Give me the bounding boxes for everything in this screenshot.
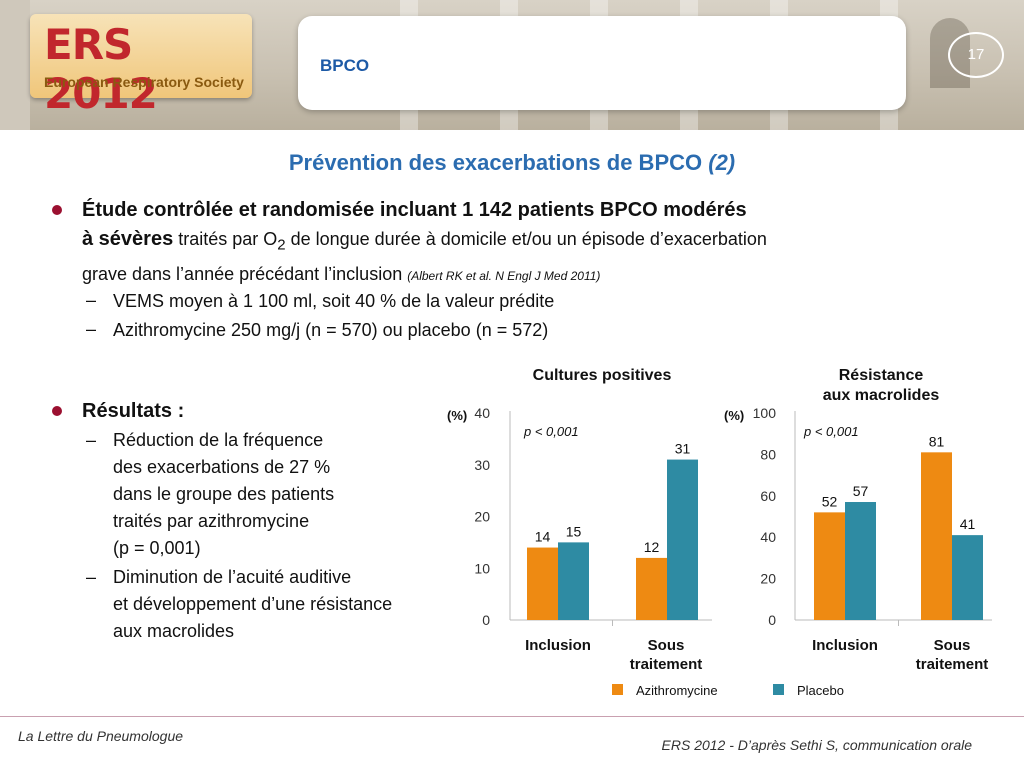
x-category-label: Sous	[934, 637, 971, 654]
banner-statue-image	[0, 0, 30, 130]
slide-title-suffix: (2)	[708, 150, 736, 175]
results-heading: Résultats :	[82, 400, 185, 422]
footer-source: ERS 2012 - D’après Sethi S, communicatio…	[661, 737, 972, 753]
study-text-b: de longue durée à domicile et/ou un épis…	[285, 229, 767, 249]
study-text-c: grave dans l’année précédant l’inclusion	[82, 263, 408, 284]
dash-marker: –	[86, 430, 97, 450]
bar-value-label: 41	[960, 516, 976, 532]
header-banner: ERS 2012 European Respiratory Society BP…	[0, 0, 1024, 130]
study-citation: (Albert RK et al. N Engl J Med 2011)	[407, 268, 601, 283]
slide-title-text: Prévention des exacerbations de BPCO	[288, 150, 703, 175]
y-tick-label: 0	[768, 612, 776, 628]
x-category-label: Inclusion	[812, 637, 878, 654]
bar	[667, 459, 698, 620]
y-axis-unit-label: (%)	[724, 408, 744, 423]
x-category-label: traitement	[916, 656, 989, 673]
legend-label: Placebo	[797, 683, 844, 698]
y-tick-label: 10	[474, 560, 490, 576]
footer-divider	[0, 716, 1024, 717]
bar-value-label: 81	[929, 433, 945, 449]
section-label: BPCO	[320, 56, 370, 75]
bar-value-label: 52	[822, 493, 838, 509]
bar	[845, 502, 876, 620]
y-tick-label: 20	[474, 509, 490, 525]
bullet-icon	[52, 205, 62, 215]
chart-title: Résistance	[839, 367, 924, 384]
y-tick-label: 40	[760, 529, 776, 545]
bar	[814, 512, 845, 620]
study-bold-text: Étude contrôlée et randomisée incluant 1…	[82, 199, 747, 221]
chart-title: Cultures positives	[533, 367, 672, 384]
chart-title: aux macrolides	[823, 387, 940, 404]
bullet-icon	[52, 406, 62, 416]
study-bold-line2: à sévères	[82, 228, 174, 250]
results-item-2: Diminution de l’acuité auditive et dével…	[113, 564, 392, 645]
dash-marker: –	[86, 319, 97, 339]
results-item-2-line: aux macrolides	[113, 621, 235, 641]
y-tick-label: 100	[753, 405, 777, 421]
results-item-1-line: (p = 0,001)	[113, 538, 201, 558]
y-tick-label: 60	[760, 488, 776, 504]
study-sub-item: VEMS moyen à 1 100 ml, soit 40 % de la v…	[113, 291, 555, 311]
p-value-label: p < 0,001	[803, 424, 859, 439]
results-item-1: Réduction de la fréquence des exacerbati…	[113, 427, 334, 562]
x-category-label: traitement	[630, 656, 703, 673]
logo-title: ERS 2012	[44, 20, 158, 118]
results-item-1-line: traités par azithromycine	[113, 511, 310, 531]
study-paragraph: Étude contrôlée et randomisée incluant 1…	[82, 196, 982, 291]
y-tick-label: 20	[760, 571, 776, 587]
study-sub-item: Azithromycine 250 mg/j (n = 570) ou plac…	[113, 320, 549, 340]
results-item-1-line: Réduction de la fréquence	[113, 430, 324, 450]
logo-subtitle: European Respiratory Society	[44, 74, 244, 90]
y-axis-unit-label: (%)	[447, 408, 467, 423]
bar	[636, 557, 667, 620]
y-tick-label: 0	[482, 612, 490, 628]
legend-label: Azithromycine	[636, 683, 718, 698]
slide-title: Prévention des exacerbations de BPCO (2)	[0, 150, 1024, 176]
bar-value-label: 14	[535, 529, 551, 545]
bar	[952, 535, 983, 620]
results-item-1-line: dans le groupe des patients	[113, 484, 335, 504]
bar	[921, 452, 952, 620]
results-item-2-line: et développement d’une résistance	[113, 594, 393, 614]
study-text-a: traités par O	[173, 229, 278, 249]
results-item-1-line: des exacerbations de 27 %	[113, 457, 331, 477]
ers-logo: ERS 2012 European Respiratory Society	[30, 14, 252, 118]
section-title-box: BPCO	[298, 16, 906, 110]
y-tick-label: 30	[474, 457, 490, 473]
y-tick-label: 40	[474, 405, 490, 421]
bar-value-label: 57	[853, 483, 869, 499]
page-number: 17	[948, 32, 1004, 78]
bar-value-label: 15	[566, 523, 582, 539]
results-item-2-line: Diminution de l’acuité auditive	[113, 567, 352, 587]
dash-marker: –	[86, 290, 97, 310]
bar	[527, 547, 558, 620]
x-category-label: Sous	[648, 637, 685, 654]
study-subscript: 2	[277, 236, 286, 254]
bar-value-label: 12	[644, 539, 660, 555]
x-category-label: Inclusion	[525, 637, 591, 654]
bar-value-label: 31	[675, 441, 691, 457]
legend-swatch	[773, 684, 784, 695]
dash-marker: –	[86, 567, 97, 587]
bar	[558, 542, 589, 620]
legend-swatch	[612, 684, 623, 695]
y-tick-label: 80	[760, 446, 776, 462]
footer-journal: La Lettre du Pneumologue	[18, 728, 184, 744]
p-value-label: p < 0,001	[523, 424, 579, 439]
